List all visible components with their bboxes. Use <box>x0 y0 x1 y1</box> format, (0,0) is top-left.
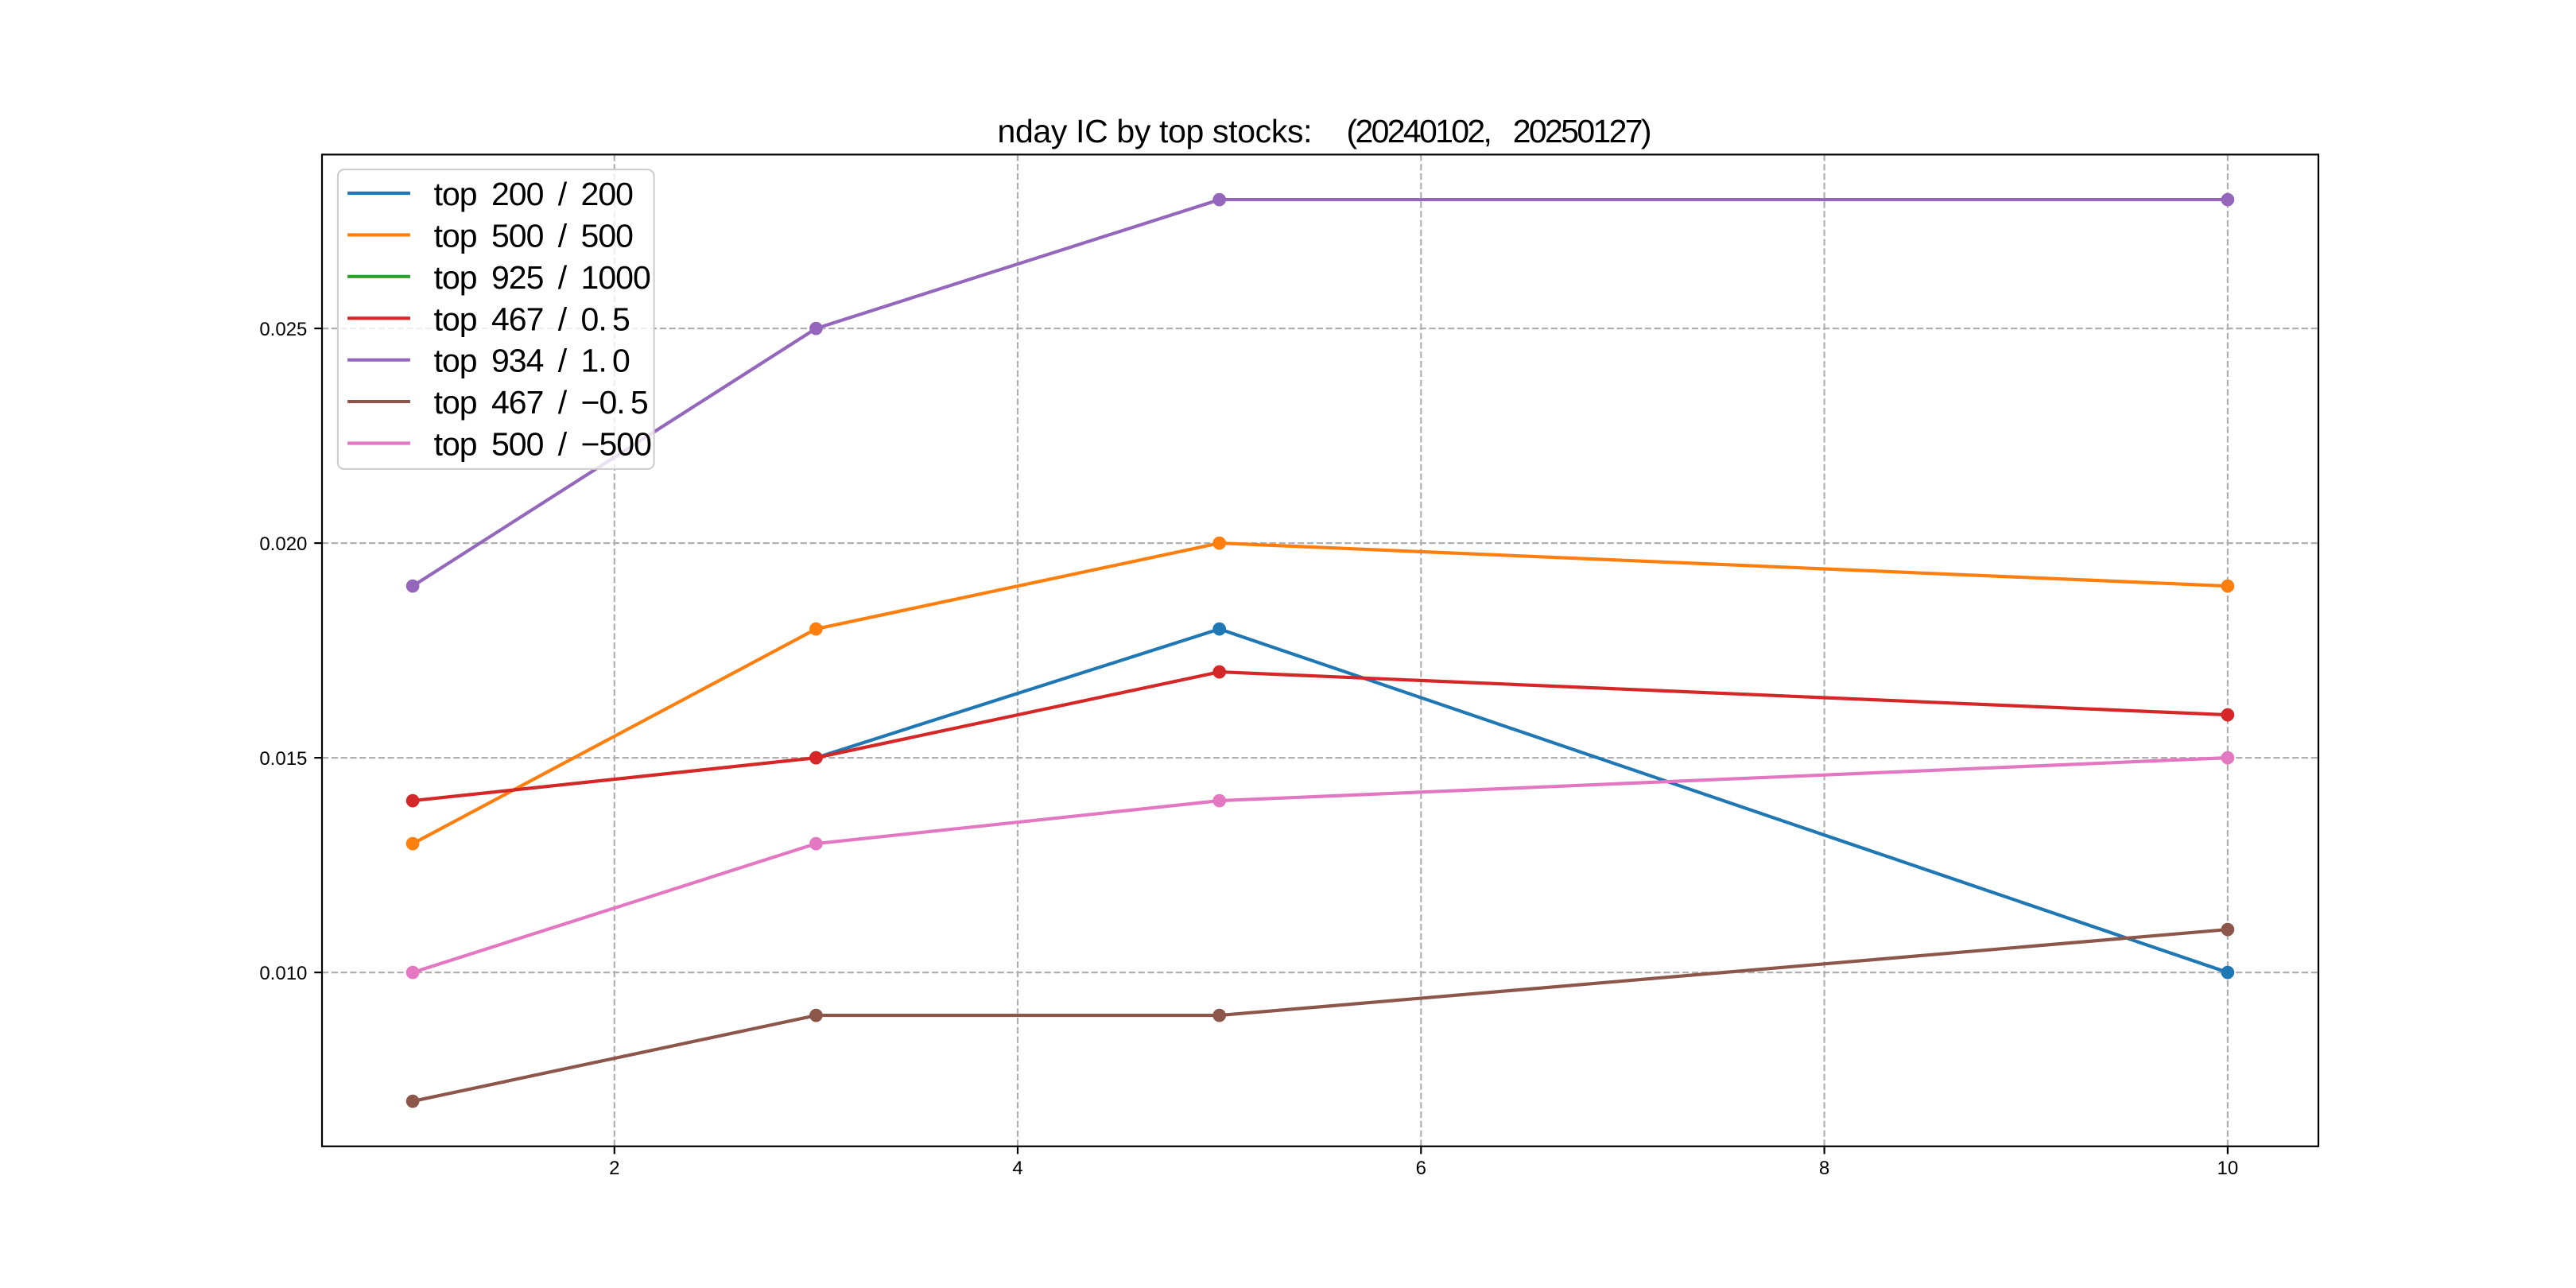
svg-text:4: 4 <box>1012 1158 1022 1179</box>
svg-text:top 500 / 500: top 500 / 500 <box>434 217 634 254</box>
svg-text:(20240102, 20250127): (20240102, 20250127) <box>1347 113 1651 149</box>
svg-text:6: 6 <box>1416 1158 1426 1179</box>
svg-text:top 200 / 200: top 200 / 200 <box>434 176 634 212</box>
svg-text:top 467 / −0. 5: top 467 / −0. 5 <box>434 384 648 421</box>
svg-text:top 934 / 1. 0: top 934 / 1. 0 <box>434 343 630 379</box>
svg-text:8: 8 <box>1819 1158 1829 1179</box>
svg-text:0.020: 0.020 <box>259 533 307 555</box>
svg-text:0.015: 0.015 <box>259 748 307 770</box>
svg-text:top 500 / −500: top 500 / −500 <box>434 426 652 463</box>
svg-text:2: 2 <box>609 1158 619 1179</box>
svg-text:0.010: 0.010 <box>259 963 307 984</box>
svg-text:nday IC by top stocks:: nday IC by top stocks: <box>998 113 1313 149</box>
svg-text:top 925 / 1000: top 925 / 1000 <box>434 259 650 296</box>
svg-text:top 467 / 0. 5: top 467 / 0. 5 <box>434 301 630 337</box>
svg-text:10: 10 <box>2217 1158 2239 1179</box>
svg-text:0.025: 0.025 <box>259 319 307 340</box>
